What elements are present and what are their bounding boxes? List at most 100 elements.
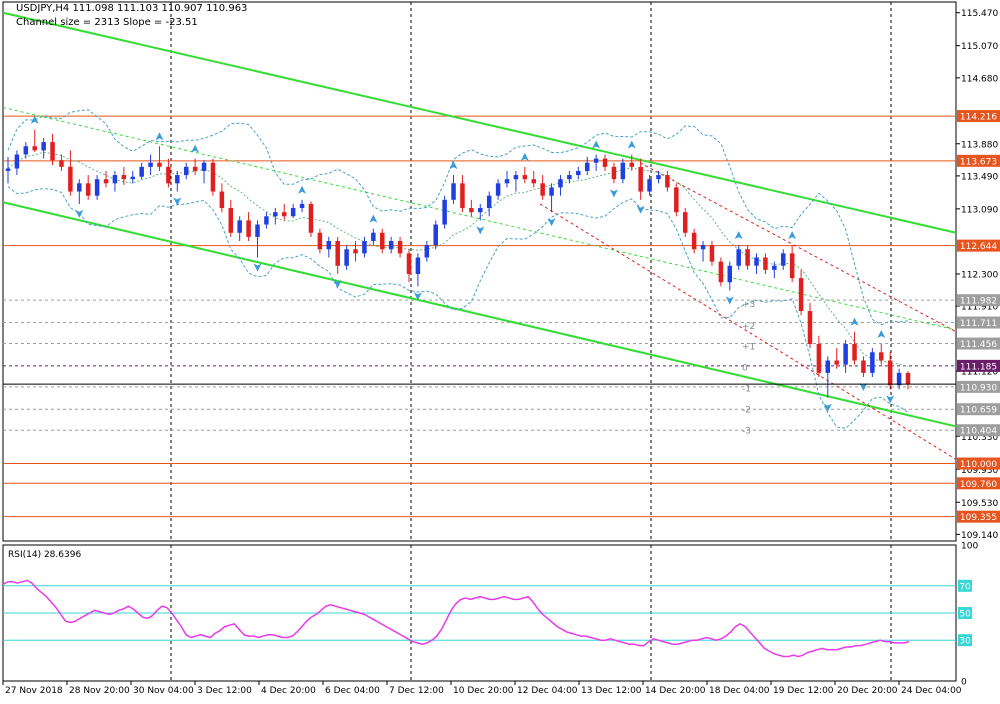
price-level-tag <box>957 380 1000 393</box>
candle-body <box>772 265 777 270</box>
candle-body <box>816 344 822 373</box>
fib-label: +2 <box>742 322 755 332</box>
fractal-up-arrow <box>155 132 164 141</box>
candle-body <box>736 249 741 266</box>
fractal-down-arrow <box>253 263 262 272</box>
moving-average <box>7 151 909 368</box>
price-level-label: 114.216 <box>960 113 997 123</box>
price-level-label: 109.355 <box>960 513 997 523</box>
candle-body <box>273 212 278 217</box>
candle-body <box>121 175 127 180</box>
time-tick-label: 20 Dec 20:00 <box>837 686 898 696</box>
candle-body <box>192 166 198 171</box>
candle-body <box>656 175 661 180</box>
time-tick-label: 3 Dec 12:00 <box>197 686 252 696</box>
candle-body <box>522 175 528 180</box>
candle-body <box>718 261 724 283</box>
rsi-line <box>2 579 910 658</box>
candle-body <box>397 241 403 254</box>
price-level-tag <box>957 337 1000 350</box>
candle-body <box>371 232 376 242</box>
candle-body <box>691 232 697 250</box>
fractal-up-arrow <box>191 144 200 153</box>
candle-body <box>558 179 563 188</box>
candle-body <box>424 245 430 258</box>
rsi-axis-label: 30 <box>959 637 971 647</box>
candle-body <box>183 166 189 176</box>
candle-body <box>85 183 91 196</box>
candle-body <box>175 175 180 184</box>
fib-label: +3 <box>742 300 755 310</box>
candle-body <box>834 360 839 365</box>
candle-body <box>629 162 635 167</box>
price-tick-label: 115.470 <box>961 9 998 19</box>
candle-body <box>780 253 786 266</box>
candle-body <box>584 162 590 171</box>
candle-body <box>68 166 73 192</box>
price-level-label: 112.644 <box>960 242 997 252</box>
candle-body <box>504 179 510 184</box>
price-panel-frame <box>2 1 957 542</box>
candle-body <box>415 257 421 274</box>
candle-body <box>406 253 412 274</box>
channel-upper-line <box>2 11 957 234</box>
time-tick-label: 24 Dec 04:00 <box>901 686 962 696</box>
time-tick-label: 18 Dec 04:00 <box>709 686 770 696</box>
candle-body <box>674 187 679 213</box>
time-tick-label: 14 Dec 20:00 <box>645 686 706 696</box>
candle-body <box>825 360 831 373</box>
fractal-up-arrow <box>850 317 859 326</box>
candle-body <box>870 352 875 373</box>
candle-body <box>549 187 554 196</box>
candle-body <box>433 224 438 246</box>
fractal-up-arrow <box>627 140 636 149</box>
fib-label: +1 <box>742 342 755 352</box>
price-tick-label: 113.880 <box>961 140 998 150</box>
price-tick-label: 111.910 <box>961 303 998 313</box>
candle-body <box>210 162 216 192</box>
fractal-down-arrow <box>547 218 556 227</box>
price-tick-label: 109.140 <box>961 531 998 541</box>
envelope-lower <box>7 186 909 429</box>
price-level-label: 110.930 <box>960 383 997 393</box>
candle-body <box>299 203 305 209</box>
time-tick-label: 19 Dec 12:00 <box>773 686 834 696</box>
price-tick-label: 113.090 <box>961 205 998 215</box>
price-level-tag <box>957 477 1000 490</box>
candle-body <box>353 249 358 254</box>
fractal-down-arrow <box>173 197 182 206</box>
candle-body <box>451 183 456 200</box>
candle-body <box>469 208 474 213</box>
candle-body <box>166 166 171 184</box>
candle-body <box>139 166 144 177</box>
price-level-label: 110.404 <box>960 427 997 437</box>
price-level-tag <box>957 154 1000 167</box>
candle-body <box>754 257 759 266</box>
price-tick-label: 112.300 <box>961 270 998 280</box>
price-tick-label: 109.530 <box>961 499 998 509</box>
candle-body <box>896 372 902 386</box>
candle-body <box>94 179 100 196</box>
candle-body <box>709 245 715 262</box>
candle-body <box>879 352 884 361</box>
candle-body <box>308 203 314 233</box>
candle-body <box>861 360 866 373</box>
candle-body <box>602 158 608 167</box>
candle-body <box>335 241 340 266</box>
candle-body <box>638 166 643 192</box>
candle-body <box>745 249 750 266</box>
candle-body <box>789 253 795 279</box>
candle-body <box>14 154 20 169</box>
candle-body <box>727 265 733 283</box>
time-tick-label: 13 Dec 12:00 <box>581 686 642 696</box>
price-level-tag <box>957 294 1000 307</box>
candle-body <box>326 241 332 250</box>
price-tick-label: 111.120 <box>961 368 998 378</box>
fractal-down-arrow <box>725 296 734 305</box>
candle-body <box>807 311 813 345</box>
candle-body <box>905 372 911 385</box>
fractal-down-arrow <box>476 226 485 235</box>
fractal-up-arrow <box>449 161 458 170</box>
